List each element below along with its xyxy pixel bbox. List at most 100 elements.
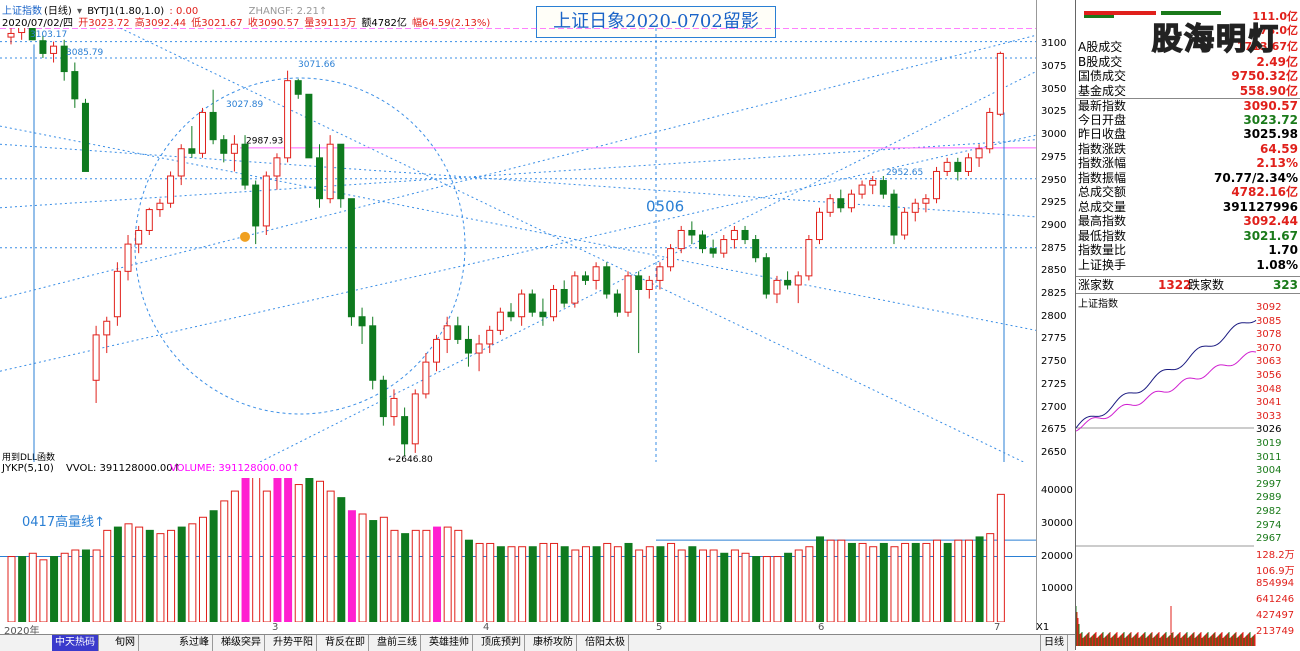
volume-bar [667,542,676,622]
range-label: 幅64.59(2.13%) [412,18,491,29]
candle-body [347,198,355,318]
bar-green [1084,15,1114,18]
candle-body [145,209,153,231]
tab-10[interactable]: 倍阳太极 [582,635,629,651]
candle-body [358,316,366,327]
volume-bar [379,516,388,622]
candle-body [422,361,430,395]
candle-body [135,229,143,245]
tab-4[interactable]: 升势平阳 [270,635,317,651]
volume-bar [943,542,952,622]
volume-bar [677,549,686,622]
candle-body [677,229,685,250]
y-tick-2800: 2800 [1041,310,1067,322]
y-tick-2850: 2850 [1041,265,1067,277]
mini-vol-tick: 854994 [1256,578,1295,589]
tab-9[interactable]: 康桥攻防 [530,635,577,651]
candle-body [624,275,632,313]
down-label: 跌家数 [1188,278,1225,292]
quote-label: 指数涨幅 [1078,156,1127,170]
tab-6[interactable]: 盘前三线 [374,635,421,651]
quote-value: 3025.98 [1243,127,1298,141]
mini-tick: 3033 [1256,410,1282,422]
trend-line [119,28,1025,462]
tab-3[interactable]: 梯级突异 [218,635,265,651]
volume-bar [390,529,399,622]
tab-1[interactable]: 旬网 [112,635,139,651]
y-tick-3000: 3000 [1041,129,1067,141]
candle-body [518,293,526,318]
volume-chart[interactable]: 0417高量线↑ [0,478,1036,622]
tab-5[interactable]: 背反在即 [322,635,369,651]
candle-body [188,148,196,154]
volume-bar [401,533,410,622]
volume-bar [645,546,654,622]
volume-bar [475,542,484,622]
quote-row-7: 指数涨跌 64.59 [1076,142,1300,156]
volume-bar [71,549,80,622]
vol-formula: JYKP(5,10) [2,463,54,474]
candle-body [954,161,962,172]
candle-body [858,184,866,195]
quote-row-8: 指数涨幅 2.13% [1076,156,1300,170]
tab-daily[interactable]: 日线 [1040,635,1068,651]
top-val-3: 1713.67亿 [1236,40,1298,53]
quote-label: 上证换手 [1078,257,1127,272]
quote-row-10: 总成交额 4782.16亿 [1076,185,1300,199]
candle-body [496,311,504,331]
mini-vol-tick: 427497 [1256,610,1295,621]
volume-bar [284,478,293,622]
close-label: 收3090.57 [247,18,300,29]
chart-header: 上证指数 (日线) ▾ BYTJ1(1.80,1.0) : 0.00 ZHANGF… [0,0,1040,29]
candle-body [730,229,738,241]
main-chart[interactable]: 上证指数 (日线) ▾ BYTJ1(1.80,1.0) : 0.00 ZHANGF… [0,0,1075,651]
tab-2[interactable]: 系过峰 [176,635,213,651]
vol-tick-30000: 30000 [1041,517,1073,529]
volume-value: VOLUME: 391128000.00↑ [170,463,300,474]
y-tick-2950: 2950 [1041,174,1067,186]
y-tick-2700: 2700 [1041,401,1067,413]
volume-bar [230,490,239,622]
candle-body [603,266,611,295]
tab-8[interactable]: 顶底预判 [478,635,525,651]
candle-body [443,325,451,340]
top-val-1: 111.0亿 [1252,10,1298,23]
y-tick-2750: 2750 [1041,356,1067,368]
volume-bar [50,556,59,622]
quote-label: B股成交 [1078,54,1123,69]
candle-body [71,71,79,100]
volume-bar [347,510,356,622]
circle-guide [134,77,466,415]
candlestick-chart[interactable]: ←3127.173103.173085.793071.663027.892987… [0,28,1036,462]
label-0506: 0506 [646,197,684,215]
volume-bar [890,546,899,622]
candle-body [209,111,217,141]
quote-label: 国债成交 [1078,69,1127,83]
tab-0[interactable]: 中天热码 [52,635,99,651]
volume-bar [369,520,378,622]
volume-bar [624,542,633,622]
volume-bar [241,478,250,622]
volume-bar [167,529,176,622]
x-label-6: 6 [818,622,825,633]
candle-body [81,102,89,172]
quote-label: 最低指数 [1078,228,1127,243]
mini-tick: 3056 [1256,370,1282,381]
intraday-chart[interactable] [1076,306,1300,650]
candle-body [273,157,281,177]
tab-7[interactable]: 英雄挂帅 [426,635,473,651]
mini-tick: 3078 [1256,329,1282,341]
candle-body [975,148,983,159]
quote-label: 今日开盘 [1078,112,1127,127]
volume-bar [688,546,697,622]
quote-row-1: B股成交 2.49亿 [1076,55,1300,69]
volume-bar [262,490,271,622]
candle-body [156,202,164,211]
volume-bar [422,529,431,622]
volume-bar [847,542,856,622]
mini-tick: 3004 [1256,465,1282,477]
dropdown-icon[interactable]: ▾ [77,6,83,17]
candle-body [177,148,185,177]
candle-body [103,320,111,336]
volume-bar [741,552,750,622]
